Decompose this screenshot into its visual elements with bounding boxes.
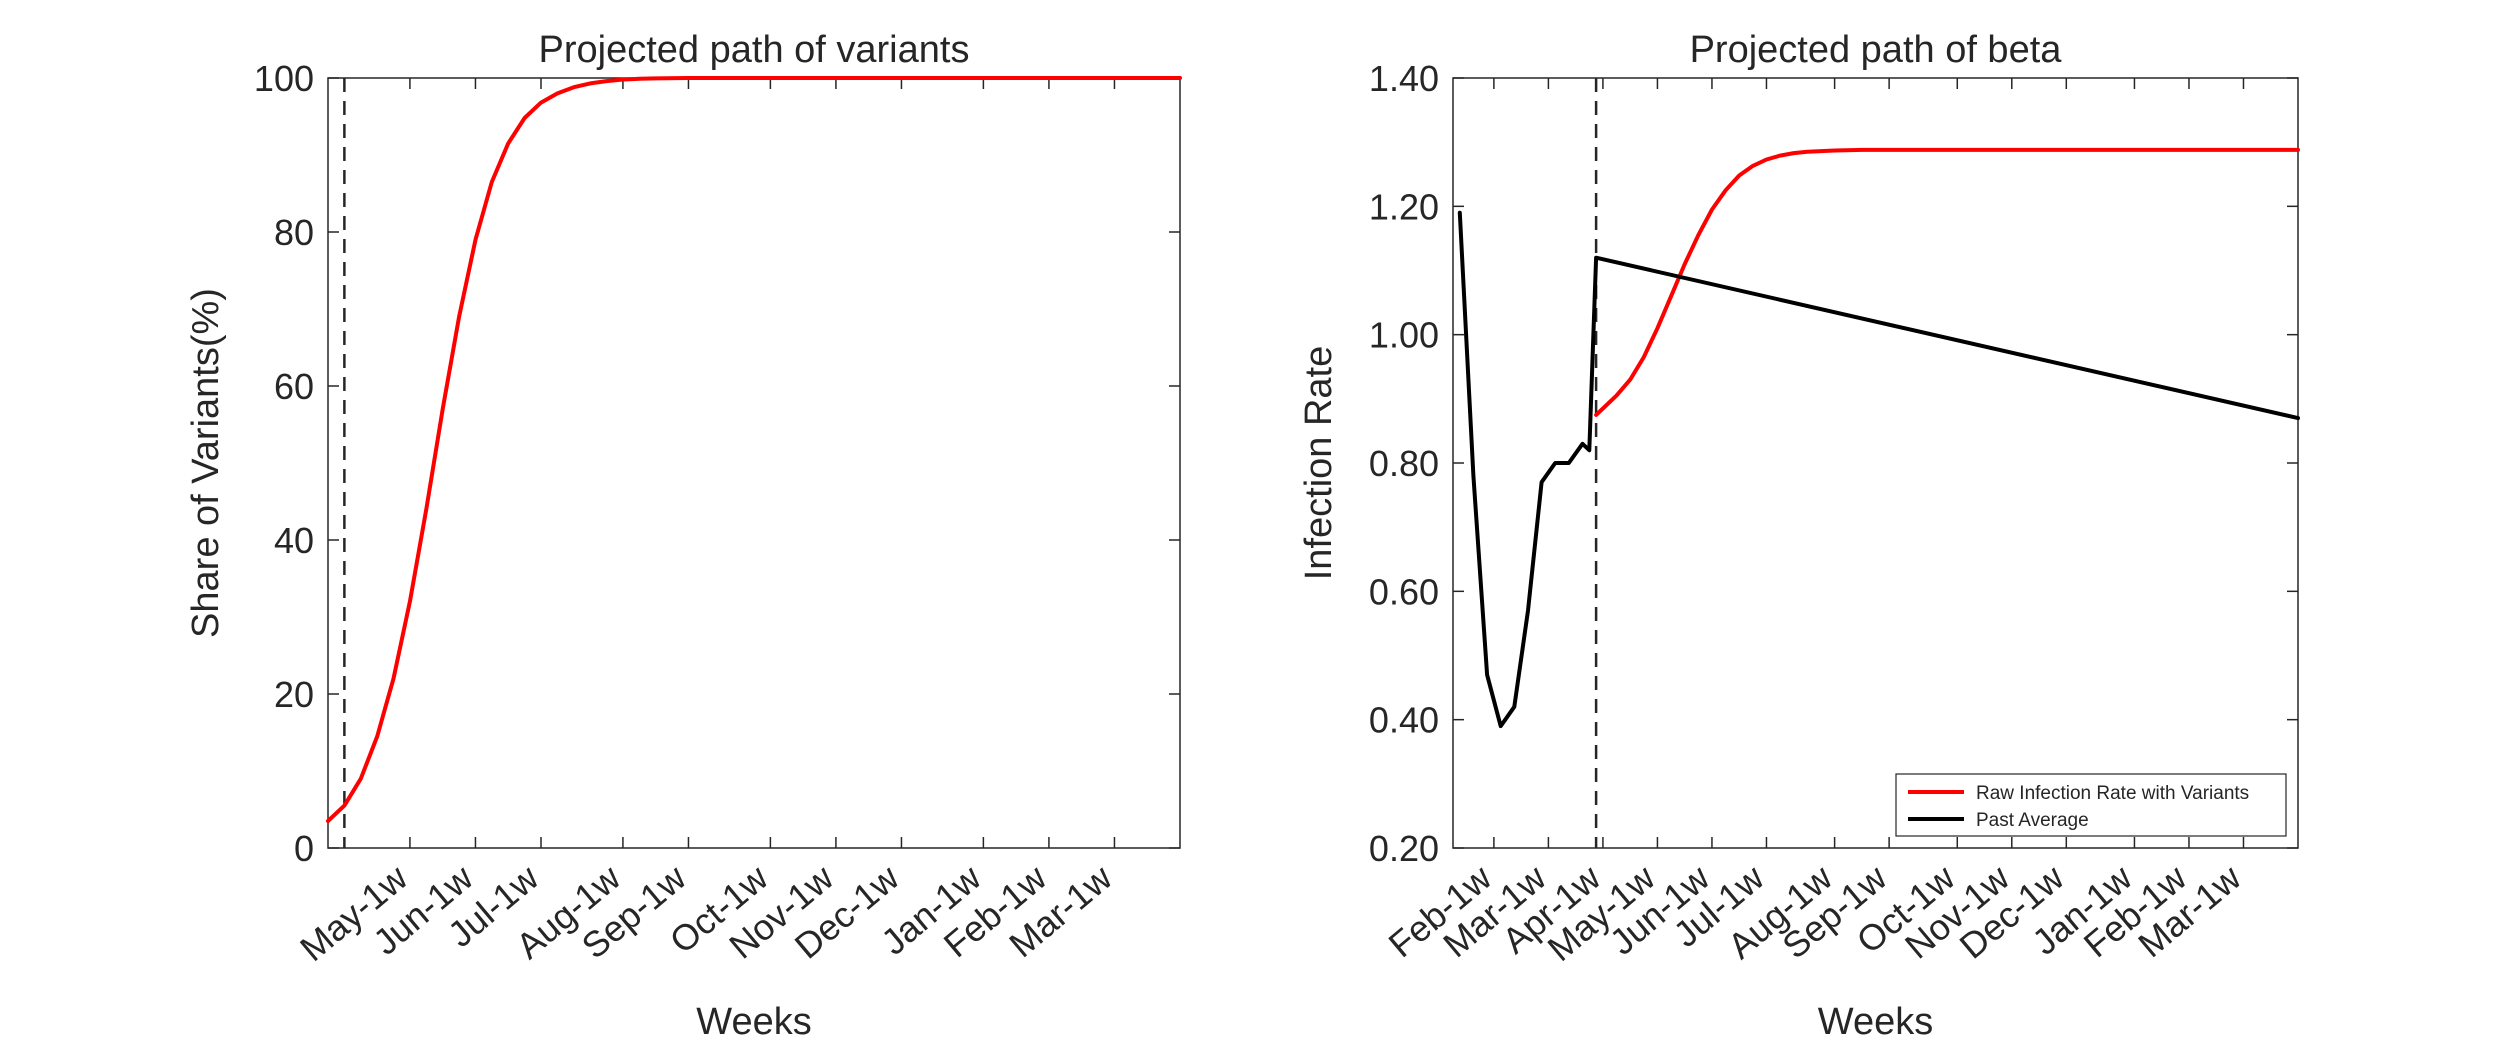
plot-area (1452, 77, 2299, 849)
y-tick-label: 1.20 (1369, 186, 1439, 227)
legend-box (1895, 773, 2287, 837)
y-tick-label: 100 (254, 58, 314, 99)
y-tick-label: 40 (274, 520, 314, 561)
chart-panel-beta: Projected path of beta 0.20 0.40 0.60 0.80 1.… (1298, 29, 2300, 1042)
y-axis-label: Share of Variants(%) (185, 288, 227, 638)
chart-title: Projected path of variants (539, 29, 970, 71)
y-tick-label: 20 (274, 674, 314, 715)
y-tick-label: 0 (294, 828, 314, 869)
chart-panel-variants: Projected path of variants020406080100Ma… (185, 29, 1182, 1042)
y-tick-label: 1.40 (1369, 58, 1439, 99)
x-axis-label: Weeks (1818, 1001, 1933, 1042)
legend-label: Past Average (1976, 810, 2089, 831)
y-tick-label: 0.40 (1369, 700, 1439, 741)
series-line-share-of-variants (326, 76, 1182, 823)
plot-area (327, 77, 1181, 849)
x-axis-label: Weeks (696, 1001, 811, 1042)
y-tick-label: 1.00 (1369, 315, 1439, 356)
y-tick-label: 80 (274, 212, 314, 253)
y-tick-label: 0.60 (1369, 571, 1439, 612)
legend: Raw Infection Rate with Variants Past Ave… (1895, 773, 2287, 837)
series-line-past-average (1457, 210, 2300, 729)
legend-label: Raw Infection Rate with Variants (1976, 783, 2249, 804)
y-tick-label: 60 (274, 366, 314, 407)
chart-title: Projected path of beta (1690, 29, 2063, 71)
y-axis-label: Infection Rate (1298, 346, 1340, 580)
series-line-raw-infection-rate-with-variants (1594, 147, 2300, 417)
y-tick-label: 0.80 (1369, 443, 1439, 484)
y-tick-label: 0.20 (1369, 828, 1439, 869)
